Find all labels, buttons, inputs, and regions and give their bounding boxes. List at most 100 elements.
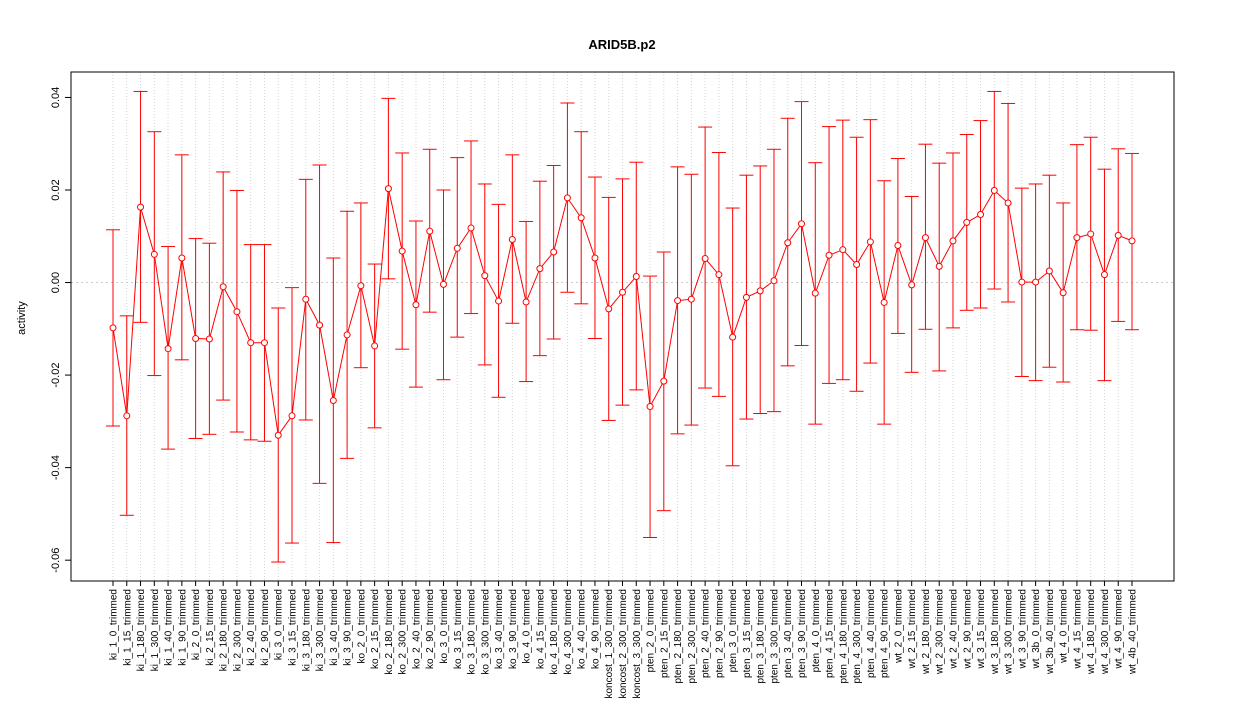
x-tick-label: wt_4_180_trimmed	[1086, 589, 1097, 675]
y-tick-label: -0.02	[50, 363, 62, 388]
data-point	[1128, 237, 1136, 245]
data-point	[495, 297, 503, 305]
data-point	[632, 273, 640, 281]
x-tick-label: wt_3_300_trimmed	[1004, 589, 1015, 675]
data-point	[508, 236, 516, 244]
x-tick-label: ki_2_90_trimmed	[260, 589, 271, 666]
data-point	[619, 288, 626, 296]
x-tick-label: ki_3_300_trimmed	[315, 589, 326, 671]
y-axis: -0.06 -0.04 -0.02 0.00 0.02 0.04	[50, 87, 71, 573]
x-tick-label: pten_4_0_trimmed	[811, 589, 822, 672]
data-point	[178, 254, 186, 262]
x-tick-label: wt_3_180_trimmed	[990, 589, 1001, 675]
data-point	[164, 345, 172, 353]
data-point	[384, 185, 392, 193]
x-tick-label: wt_2_90_trimmed	[962, 589, 973, 669]
chart-title: ARID5B.p2	[588, 37, 655, 52]
x-tick-label: koncost_3_300_trimmed	[632, 589, 643, 699]
x-tick-label: wt_4_300_trimmed	[1100, 589, 1111, 675]
data-point	[674, 297, 682, 305]
data-point	[949, 237, 957, 245]
x-tick-label: wt_3b_0_trimmed	[1031, 589, 1042, 669]
data-point	[247, 339, 255, 347]
data-point	[1087, 230, 1095, 238]
x-tick-label: pten_4_300_trimmed	[852, 589, 863, 684]
data-point	[329, 397, 337, 405]
data-point	[550, 248, 558, 256]
data-point	[109, 324, 117, 332]
data-point	[866, 238, 874, 246]
x-tick-label: pten_3_40_trimmed	[783, 589, 794, 678]
data-point	[908, 281, 916, 289]
x-tick-label: koncost_1_300_trimmed	[604, 589, 615, 699]
x-tick-label: ko_3_90_trimmed	[508, 589, 519, 669]
data-point	[687, 295, 695, 303]
data-point	[439, 280, 447, 288]
data-point	[784, 239, 792, 247]
data-point	[660, 377, 668, 385]
data-point	[274, 431, 282, 439]
x-tick-label: ko_2_0_trimmed	[356, 589, 367, 663]
data-point	[150, 250, 158, 258]
data-point	[481, 272, 489, 280]
data-point	[577, 214, 585, 222]
data-point	[522, 298, 530, 306]
x-tick-label: ko_4_300_trimmed	[563, 589, 574, 675]
x-tick-label: pten_4_40_trimmed	[866, 589, 877, 678]
data-point	[756, 287, 764, 295]
data-point	[412, 301, 420, 309]
data-point	[398, 247, 406, 255]
x-tick-label: pten_4_180_trimmed	[838, 589, 849, 684]
x-tick-label: pten_3_300_trimmed	[769, 589, 780, 684]
x-tick-label: ko_2_40_trimmed	[411, 589, 422, 669]
x-tick-label: ki_2_15_trimmed	[205, 589, 216, 666]
x-tick-label: ko_3_40_trimmed	[494, 589, 505, 669]
x-tick-label: ko_2_300_trimmed	[398, 589, 409, 675]
x-tick-label: ki_1_40_trimmed	[164, 589, 175, 666]
x-tick-label: ki_1_180_trimmed	[136, 589, 147, 671]
x-tick-labels: ki_1_0_trimmed ki_1_15_trimmed ki_1_180_tr…	[109, 581, 1139, 699]
data-point	[205, 335, 213, 343]
data-point	[123, 412, 131, 420]
data-point	[894, 242, 902, 250]
data-point	[1073, 234, 1081, 242]
data-point	[288, 412, 296, 420]
y-tick-label: 0.02	[50, 179, 62, 200]
x-tick-label: ki_1_0_trimmed	[109, 589, 120, 660]
data-point	[536, 265, 544, 273]
x-tick-label: wt_3_90_trimmed	[1017, 589, 1028, 669]
data-point	[453, 244, 461, 252]
y-tick-label: -0.06	[50, 548, 62, 573]
x-tick-label: pten_3_15_trimmed	[742, 589, 753, 678]
x-tick-label: ko_2_15_trimmed	[370, 589, 381, 669]
x-tick-label: ki_3_0_trimmed	[274, 589, 285, 660]
data-point	[742, 293, 750, 301]
x-tick-label: wt_4_0_trimmed	[1059, 589, 1070, 664]
x-tick-label: ko_4_15_trimmed	[535, 589, 546, 669]
data-point	[646, 403, 654, 411]
data-point	[715, 271, 723, 279]
data-point	[343, 331, 351, 339]
data-point	[233, 308, 241, 316]
x-tick-label: wt_3_15_trimmed	[976, 589, 987, 669]
x-tick-label: pten_3_180_trimmed	[756, 589, 767, 684]
x-tick-label: ki_1_300_trimmed	[150, 589, 161, 671]
data-point	[591, 254, 599, 262]
data-point	[701, 254, 709, 262]
x-tick-label: ko_2_90_trimmed	[425, 589, 436, 669]
x-tick-label: wt_2_40_trimmed	[948, 589, 959, 669]
data-point	[770, 277, 778, 285]
x-tick-label: ki_3_40_trimmed	[329, 589, 340, 666]
data-point	[1100, 271, 1108, 279]
x-tick-label: ko_3_300_trimmed	[480, 589, 491, 675]
data-point	[1018, 278, 1026, 286]
x-tick-label: wt_2_15_trimmed	[907, 589, 918, 669]
x-tick-label: ki_3_90_trimmed	[343, 589, 354, 666]
x-tick-label: ki_3_15_trimmed	[288, 589, 299, 666]
data-point	[357, 282, 365, 290]
data-point	[426, 227, 434, 235]
x-tick-label: wt_4_90_trimmed	[1114, 589, 1125, 669]
x-tick-label: wt_2_0_trimmed	[893, 589, 904, 664]
x-tick-label: ko_4_40_trimmed	[577, 589, 588, 669]
